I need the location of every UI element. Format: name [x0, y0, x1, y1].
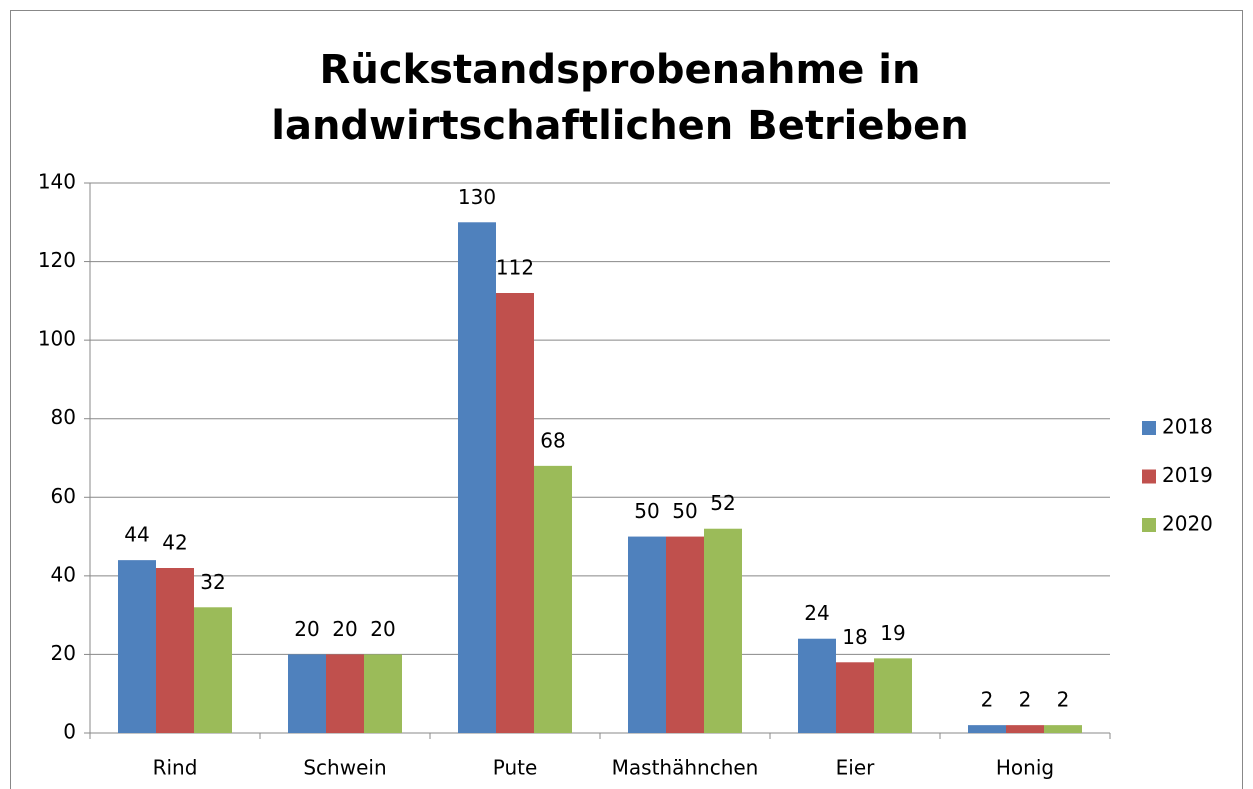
bar — [156, 568, 194, 733]
bar — [628, 536, 666, 733]
bar — [836, 662, 874, 733]
bar — [704, 528, 742, 733]
bar — [968, 725, 1006, 733]
y-tick-label: 100 — [38, 327, 76, 351]
chart-border — [10, 10, 1243, 789]
x-tick-label: Rind — [153, 756, 198, 780]
legend-label: 2018 — [1162, 415, 1213, 439]
legend-swatch — [1142, 518, 1156, 532]
x-tick-label: Pute — [493, 756, 538, 780]
value-label: 50 — [634, 499, 659, 523]
y-tick-label: 140 — [38, 170, 76, 194]
chart-title: Rückstandsprobenahme in landwirtschaftli… — [271, 47, 969, 149]
value-label: 24 — [804, 601, 829, 625]
value-label: 19 — [880, 621, 905, 645]
value-label: 44 — [124, 523, 149, 547]
value-label: 20 — [332, 617, 357, 641]
value-label: 18 — [842, 625, 867, 649]
bar — [1006, 725, 1044, 733]
value-label: 112 — [496, 256, 534, 280]
bar — [1044, 725, 1082, 733]
x-tick-label: Honig — [996, 756, 1054, 780]
bar — [288, 654, 326, 733]
bar — [666, 536, 704, 733]
bar — [496, 293, 534, 733]
legend-swatch — [1142, 469, 1156, 484]
value-label: 68 — [540, 428, 565, 452]
y-tick-label: 20 — [51, 641, 76, 665]
y-tick-label: 120 — [38, 248, 76, 272]
value-label: 2 — [981, 688, 994, 712]
bar — [534, 465, 572, 733]
bar — [798, 638, 836, 733]
y-tick-label: 80 — [51, 405, 76, 429]
legend-swatch — [1142, 421, 1156, 435]
bar — [874, 658, 912, 733]
legend-label: 2019 — [1162, 463, 1213, 487]
value-label: 32 — [200, 570, 225, 594]
value-label: 42 — [162, 531, 187, 555]
x-tick-label: Masthähnchen — [612, 756, 759, 780]
value-label: 50 — [672, 499, 697, 523]
bar — [458, 222, 496, 734]
y-tick-label: 60 — [51, 484, 76, 508]
bar — [326, 654, 364, 733]
value-label: 52 — [710, 491, 735, 515]
value-label: 130 — [458, 185, 496, 209]
y-tick-label: 0 — [63, 720, 76, 744]
value-label: 2 — [1019, 688, 1032, 712]
bar — [194, 607, 232, 733]
x-tick-label: Schwein — [303, 756, 386, 780]
value-label: 20 — [294, 617, 319, 641]
legend-label: 2020 — [1162, 512, 1213, 536]
y-tick-label: 40 — [51, 562, 76, 586]
bar — [118, 560, 156, 733]
value-label: 2 — [1057, 688, 1070, 712]
bar — [364, 654, 402, 733]
value-label: 20 — [370, 617, 395, 641]
x-tick-label: Eier — [836, 756, 875, 780]
